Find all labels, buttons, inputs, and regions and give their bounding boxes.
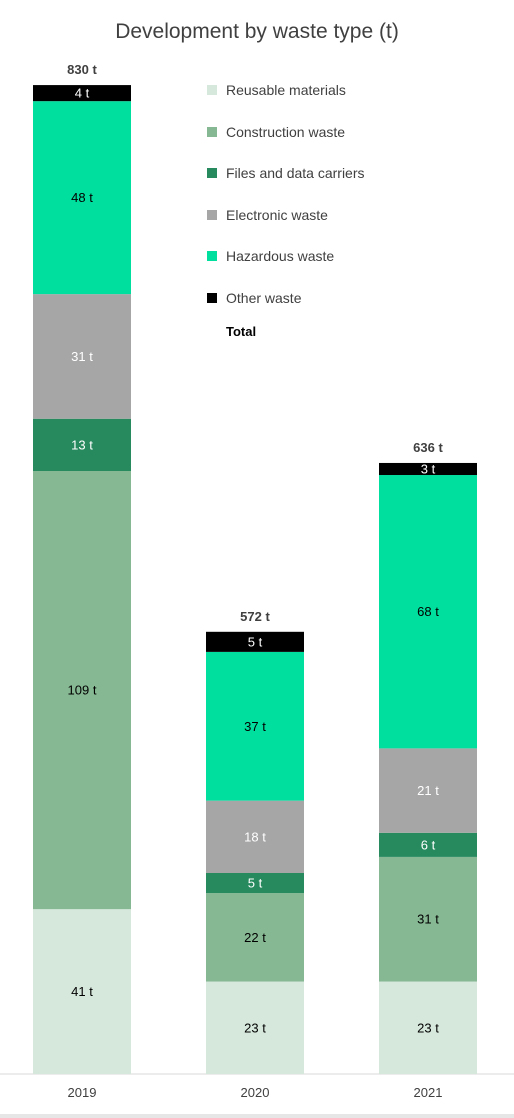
data-label-electronic-waste-2021: 21 t [417, 783, 439, 798]
bar-segment-electronic-waste-2021 [379, 748, 477, 833]
bar-segment-other-waste-2019 [33, 85, 131, 102]
bar-segment-hazardous-waste-2019 [33, 101, 131, 295]
legend-swatch [207, 251, 217, 262]
chart-title: Development by waste type (t) [115, 20, 399, 43]
data-label-electronic-waste-2019: 31 t [71, 349, 93, 364]
data-label-files-and-data-carriers-2019: 13 t [71, 437, 93, 452]
bar-segment-files-and-data-carriers-2021 [379, 832, 477, 857]
bar-segment-files-and-data-carriers-2020 [206, 873, 304, 894]
bar-segment-hazardous-waste-2020 [206, 651, 304, 801]
bar-segment-electronic-waste-2020 [206, 800, 304, 873]
data-label-electronic-waste-2020: 18 t [244, 829, 266, 844]
total-label-2021: 636 t [413, 440, 443, 455]
bar-segment-construction-waste-2020 [206, 893, 304, 982]
data-label-other-waste-2021: 3 t [421, 461, 436, 476]
data-label-construction-waste-2021: 31 t [417, 912, 439, 927]
data-label-hazardous-waste-2019: 48 t [71, 190, 93, 205]
bar-segment-other-waste-2020 [206, 631, 304, 652]
total-label-2019: 830 t [67, 62, 97, 77]
data-label-construction-waste-2019: 109 t [68, 683, 97, 698]
legend-swatch [207, 209, 217, 220]
legend-swatch [207, 293, 217, 303]
legend-swatch [207, 126, 217, 137]
data-label-files-and-data-carriers-2020: 5 t [248, 876, 263, 891]
total-label-2020: 572 t [240, 609, 270, 624]
legend-label: Hazardous waste [226, 248, 335, 265]
legend-label: Reusable materials [226, 82, 346, 98]
data-label-reusable-materials-2021: 23 t [417, 1020, 439, 1035]
legend-label: Other waste [226, 290, 302, 306]
bar-segment-reusable-materials-2021 [379, 981, 477, 1074]
bar-segment-reusable-materials-2020 [206, 981, 304, 1074]
data-label-hazardous-waste-2020: 37 t [244, 719, 266, 734]
data-label-reusable-materials-2020: 23 t [244, 1020, 266, 1035]
legend-swatch [207, 168, 217, 179]
x-tick-label-2021: 2021 [414, 1085, 443, 1100]
legend-label: Construction waste [226, 123, 346, 140]
bar-segment-other-waste-2021 [379, 462, 477, 476]
legend-label: Total [226, 323, 257, 339]
x-tick-label-2019: 2019 [68, 1085, 97, 1100]
bar-segment-electronic-waste-2019 [33, 294, 131, 419]
data-label-hazardous-waste-2021: 68 t [417, 604, 439, 619]
bars-group: 41 t 109 t 13 t 31 t 48 t 4 t 830 t 23 t 22 t 5 t… [33, 62, 477, 1074]
legend-label: Files and data carriers [226, 165, 365, 182]
data-label-files-and-data-carriers-2021: 6 t [421, 837, 436, 852]
data-label-other-waste-2019: 4 t [75, 86, 90, 101]
legend-label: Electronic waste [226, 206, 328, 223]
bar-segment-hazardous-waste-2021 [379, 475, 477, 749]
x-tick-label-2020: 2020 [241, 1085, 270, 1100]
bar-segment-construction-waste-2021 [379, 856, 477, 982]
data-label-reusable-materials-2019: 41 t [71, 984, 93, 999]
bar-segment-files-and-data-carriers-2019 [33, 418, 131, 471]
data-label-other-waste-2020: 5 t [248, 634, 263, 649]
legend-swatch [207, 85, 217, 95]
bar-segment-reusable-materials-2019 [33, 909, 131, 1074]
data-label-construction-waste-2020: 22 t [244, 930, 266, 945]
bar-segment-construction-waste-2019 [33, 471, 131, 910]
bottom-scroll-strip [0, 1114, 514, 1118]
